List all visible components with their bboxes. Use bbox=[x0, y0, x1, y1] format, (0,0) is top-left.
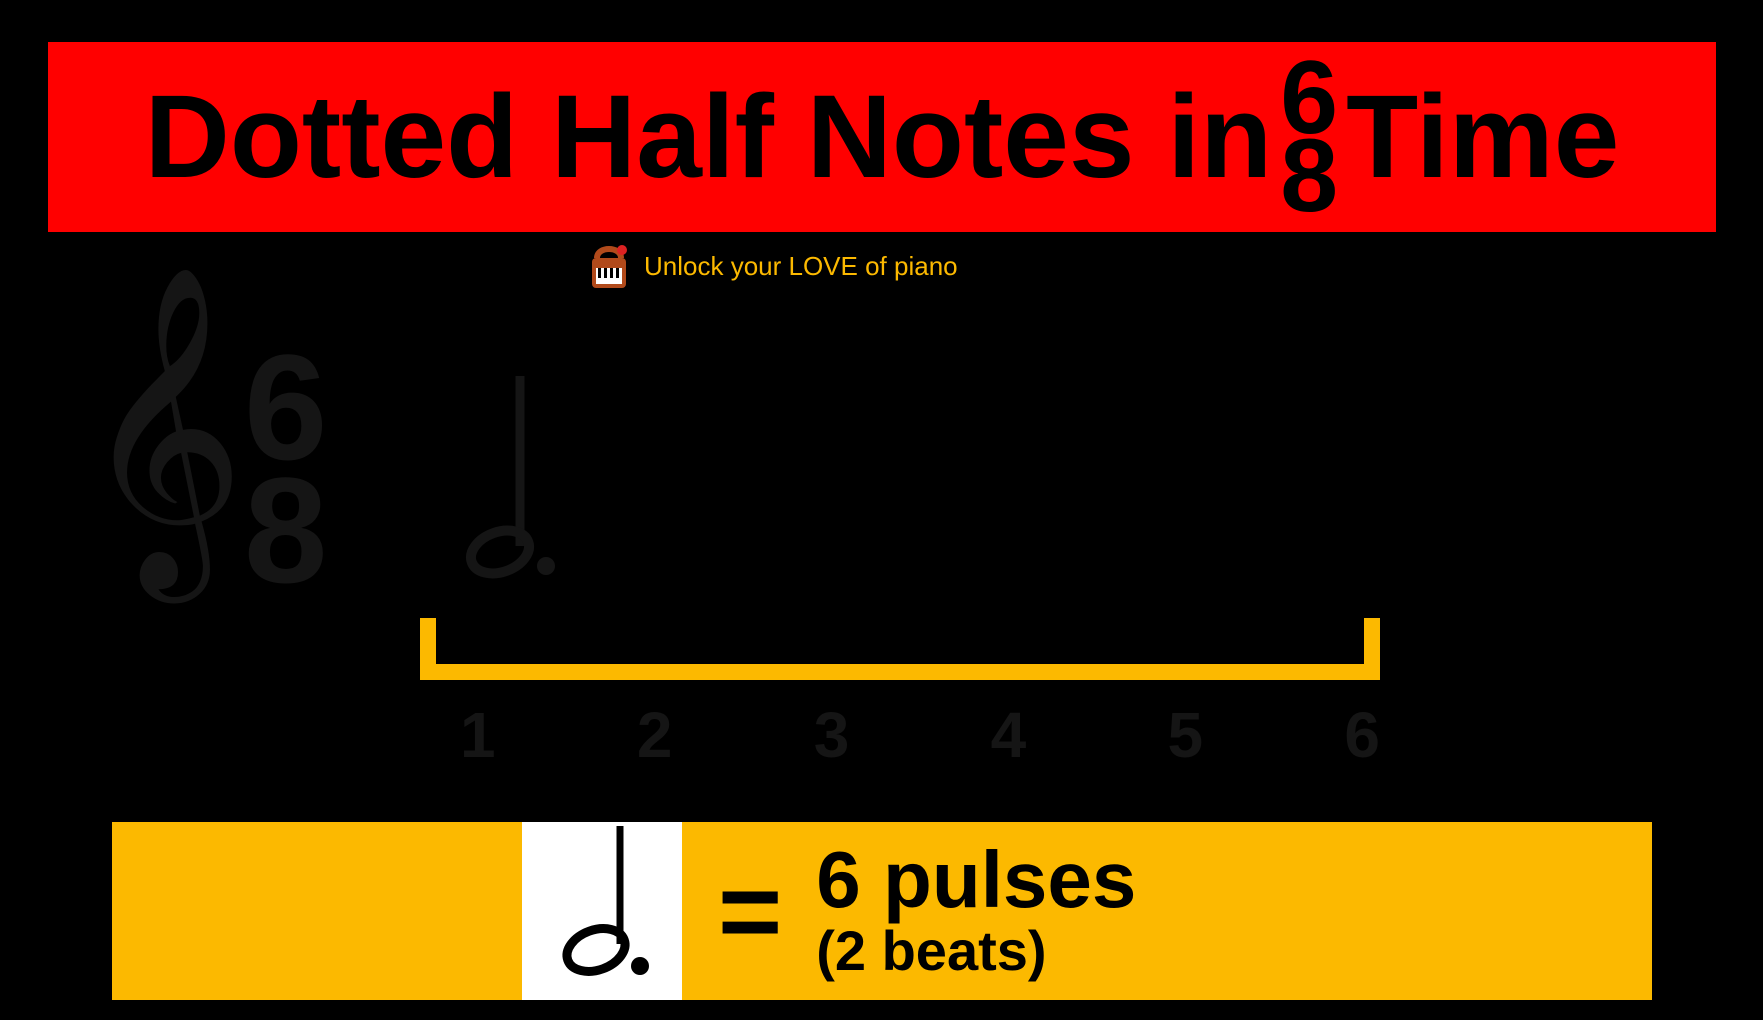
pulses-text: 6 pulses bbox=[816, 840, 1136, 920]
note-thumbnail bbox=[522, 822, 682, 1000]
title-denominator: 8 bbox=[1280, 137, 1338, 215]
title-bar: Dotted Half Notes in 6 8 Time bbox=[48, 42, 1716, 232]
beat-numbers-row: 1 2 3 4 5 6 bbox=[460, 698, 1380, 772]
brand-tagline: Unlock your LOVE of piano bbox=[644, 251, 958, 282]
equation-bar: = 6 pulses (2 beats) bbox=[112, 822, 1652, 1000]
staff-time-signature: 6 8 bbox=[244, 346, 327, 592]
beat-1: 1 bbox=[460, 698, 496, 772]
piano-lock-icon bbox=[586, 236, 632, 297]
beat-2: 2 bbox=[637, 698, 673, 772]
beat-4: 4 bbox=[991, 698, 1027, 772]
title-suffix: Time bbox=[1346, 69, 1619, 205]
equals-sign: = bbox=[718, 848, 782, 975]
equation-text: 6 pulses (2 beats) bbox=[816, 840, 1136, 982]
brand-logo-row: Unlock your LOVE of piano bbox=[586, 236, 958, 297]
beat-3: 3 bbox=[814, 698, 850, 772]
treble-clef-icon: 𝄞 bbox=[80, 300, 245, 552]
title-fraction-68: 6 8 bbox=[1280, 59, 1338, 215]
beat-bracket bbox=[420, 618, 1380, 680]
beat-6: 6 bbox=[1344, 698, 1380, 772]
dotted-half-note-small-icon bbox=[542, 822, 662, 982]
beats-text: (2 beats) bbox=[816, 920, 1136, 982]
ts-denominator: 8 bbox=[244, 469, 327, 592]
beat-5: 5 bbox=[1168, 698, 1204, 772]
title-prefix: Dotted Half Notes in bbox=[145, 69, 1273, 205]
note-svg bbox=[460, 366, 580, 596]
dotted-half-note-icon bbox=[460, 366, 580, 601]
